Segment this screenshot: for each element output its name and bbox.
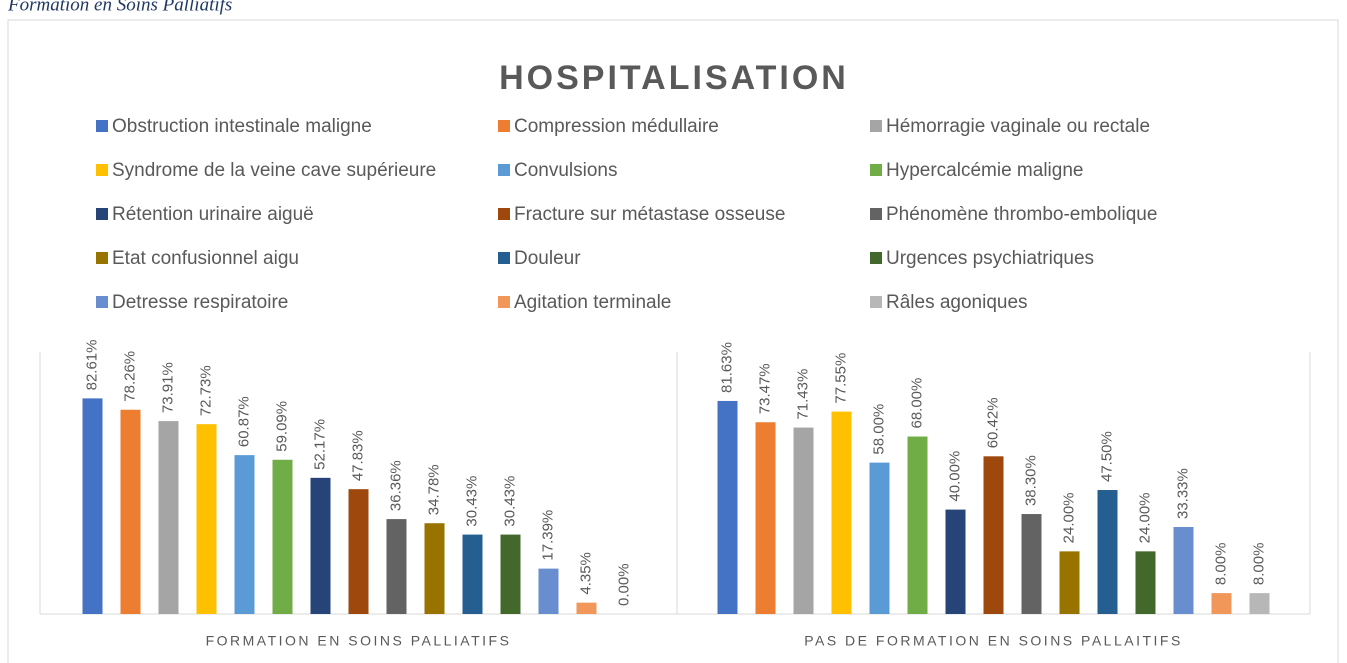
value-label: 77.55%	[832, 353, 849, 404]
bar	[424, 523, 445, 614]
bar	[1135, 551, 1156, 614]
value-label: 73.91%	[159, 362, 176, 413]
bar	[1249, 593, 1270, 614]
bar	[272, 459, 293, 614]
legend-label: Detresse respiratoire	[112, 292, 288, 313]
value-label: 72.73%	[197, 365, 214, 416]
bar	[348, 489, 369, 614]
value-label: 81.63%	[718, 342, 735, 393]
value-label: 0.00%	[615, 563, 632, 606]
bar	[82, 398, 103, 614]
bar	[717, 400, 738, 614]
legend-swatch	[870, 120, 882, 132]
value-label: 68.00%	[908, 378, 925, 429]
value-label: 40.00%	[946, 451, 963, 502]
value-label: 58.00%	[870, 404, 887, 455]
value-label: 47.50%	[1098, 431, 1115, 482]
value-label: 47.83%	[349, 430, 366, 481]
bar	[755, 422, 776, 614]
value-label: 34.78%	[425, 464, 442, 515]
legend-label: Etat confusionnel aigu	[112, 248, 299, 269]
x-tick-label: PAS DE FORMATION EN SOINS PALLAITIFS	[804, 633, 1183, 649]
legend-swatch	[498, 208, 510, 220]
value-label: 60.87%	[235, 396, 252, 447]
bar	[462, 534, 483, 614]
value-label: 8.00%	[1250, 543, 1267, 586]
value-label: 24.00%	[1136, 492, 1153, 543]
legend-label: Douleur	[514, 248, 581, 269]
bar	[907, 436, 928, 614]
bar	[500, 534, 521, 614]
bar	[576, 602, 597, 614]
x-tick-label: FORMATION EN SOINS PALLIATIFS	[206, 633, 512, 649]
value-label: 8.00%	[1212, 543, 1229, 586]
bar	[158, 421, 179, 614]
legend-swatch	[96, 252, 108, 264]
bar	[120, 409, 141, 614]
legend-label: Fracture sur métastase osseuse	[514, 204, 785, 225]
value-label: 33.33%	[1174, 468, 1191, 519]
legend-swatch	[870, 208, 882, 220]
legend-label: Convulsions	[514, 160, 618, 181]
value-label: 17.39%	[539, 510, 556, 561]
legend-label: Phénomène thrombo-embolique	[886, 204, 1157, 225]
bar	[1097, 490, 1118, 614]
value-label: 82.61%	[83, 340, 100, 391]
value-label: 30.43%	[463, 476, 480, 527]
bar	[831, 411, 852, 614]
legend-label: Urgences psychiatriques	[886, 248, 1094, 269]
legend-label: Syndrome de la veine cave supérieure	[112, 160, 436, 181]
bar	[869, 462, 890, 614]
legend-label: Hypercalcémie maligne	[886, 160, 1083, 181]
bar	[1211, 593, 1232, 614]
bar	[196, 424, 217, 614]
chart-title: HOSPITALISATION	[499, 59, 849, 97]
bar	[1173, 527, 1194, 614]
value-label: 30.43%	[501, 476, 518, 527]
bar	[1021, 514, 1042, 614]
bar	[793, 427, 814, 614]
bar	[310, 477, 331, 614]
value-label: 4.35%	[577, 552, 594, 595]
legend-swatch	[96, 208, 108, 220]
legend-label: Rétention urinaire aiguë	[112, 204, 314, 225]
value-label: 78.26%	[121, 351, 138, 402]
legend-label: Hémorragie vaginale ou rectale	[886, 116, 1150, 137]
legend-label: Compression médullaire	[514, 116, 719, 137]
value-label: 52.17%	[311, 419, 328, 470]
bar	[1059, 551, 1080, 614]
value-label: 73.47%	[756, 363, 773, 414]
legend-label: Obstruction intestinale maligne	[112, 116, 372, 137]
legend-swatch	[870, 164, 882, 176]
value-label: 24.00%	[1060, 492, 1077, 543]
value-label: 59.09%	[273, 401, 290, 452]
bar	[945, 509, 966, 614]
value-label: 36.36%	[387, 460, 404, 511]
legend-swatch	[96, 164, 108, 176]
legend-swatch	[96, 296, 108, 308]
value-label: 60.42%	[984, 397, 1001, 448]
legend-swatch	[870, 252, 882, 264]
legend-swatch	[498, 120, 510, 132]
chart-frame	[7, 19, 1339, 663]
legend-swatch	[498, 296, 510, 308]
value-label: 71.43%	[794, 369, 811, 420]
legend-swatch	[498, 164, 510, 176]
legend-swatch	[870, 296, 882, 308]
bar	[983, 456, 1004, 614]
bar	[234, 455, 255, 614]
legend-swatch	[96, 120, 108, 132]
legend-label: Agitation terminale	[514, 292, 671, 313]
legend-swatch	[498, 252, 510, 264]
legend-label: Râles agoniques	[886, 292, 1028, 313]
caption: Formation en Soins Palliatifs	[7, 0, 232, 15]
value-label: 38.30%	[1022, 455, 1039, 506]
bar	[386, 519, 407, 614]
bar	[538, 568, 559, 614]
